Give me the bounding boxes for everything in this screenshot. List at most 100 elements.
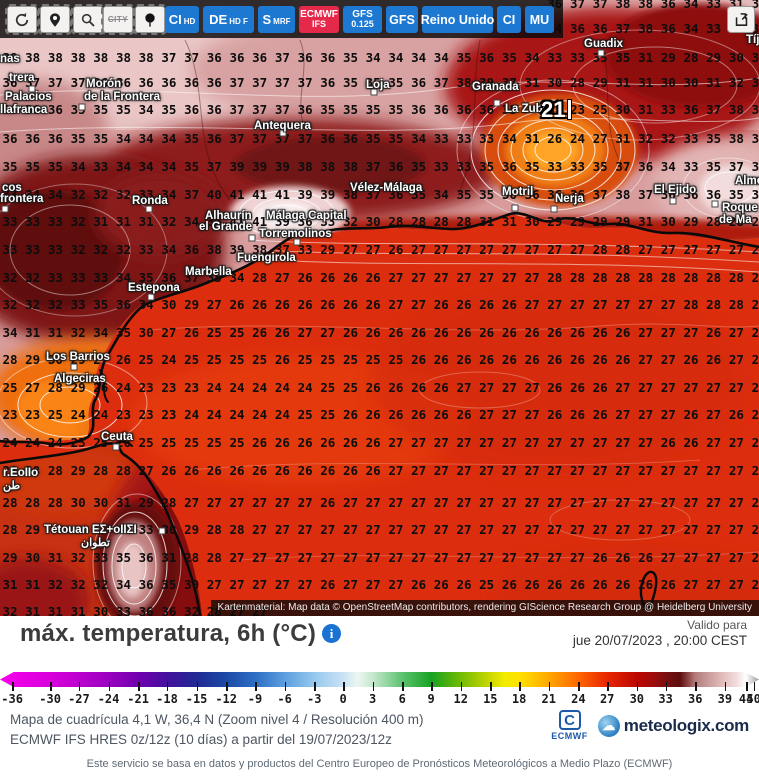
legend-tick-label: 0	[339, 692, 347, 706]
temp-value: 33	[751, 74, 759, 90]
temp-value: 27	[660, 521, 676, 537]
model-button-gfs[interactable]: GFS	[386, 6, 418, 33]
temp-value: 26	[115, 434, 132, 450]
temp-value: 26	[252, 434, 268, 450]
temp-value: 27	[638, 434, 654, 450]
city-toggle-label: CITY	[107, 15, 129, 24]
location-pin-button[interactable]	[38, 4, 72, 35]
temp-value: 27	[706, 379, 722, 395]
weather-map[interactable]: 36 37 37 38 38 36 34 33 31 30 34 36 36 37 38 36 34 33 32 31…	[0, 0, 759, 616]
temp-value: 35	[706, 130, 722, 146]
temp-value: 26	[547, 130, 563, 146]
temp-value: 25	[229, 351, 245, 367]
model-button-s-mrf[interactable]: S MRF	[258, 6, 295, 33]
temp-value: 24	[2, 434, 18, 450]
city-label: Roque	[722, 202, 758, 214]
temp-value: 25	[342, 351, 359, 367]
temp-value: 32	[25, 269, 41, 285]
temp-value: 28	[706, 269, 722, 285]
temp-value: 23	[161, 406, 177, 422]
temp-value: 35	[592, 158, 608, 174]
map-attribution[interactable]: Kartenmaterial: Map data © OpenStreetMap…	[210, 600, 759, 616]
zoom-search-button[interactable]	[71, 4, 105, 35]
city-label: Ronda	[132, 195, 168, 207]
temp-value: 24	[569, 130, 586, 146]
temp-value: 26	[706, 351, 722, 367]
city-marker	[147, 293, 155, 301]
temp-value: 27	[297, 549, 313, 565]
temp-value: 33	[547, 158, 563, 174]
temp-value: 36	[2, 74, 18, 90]
temp-value: 35	[706, 158, 722, 174]
temp-value: 25	[297, 351, 313, 367]
temp-value: 30	[93, 603, 109, 616]
city-label: Antequera	[254, 120, 311, 132]
temp-value: 31	[638, 101, 654, 117]
model-button-ci-hd[interactable]: CI HD	[165, 6, 199, 33]
temp-value: 28	[569, 74, 586, 90]
temp-value: 27	[320, 324, 336, 340]
temp-value: 27	[751, 406, 759, 422]
refresh-button[interactable]	[5, 4, 39, 35]
temp-value: 33	[297, 241, 313, 257]
point-marker-button[interactable]	[133, 4, 167, 35]
temp-value: 26	[411, 351, 427, 367]
temp-value: 27	[388, 296, 404, 312]
model-run-line: ECMWF IFS HRES 0z/12z (10 días) a partir…	[10, 732, 392, 747]
city-labels-toggle[interactable]: CITY	[101, 4, 135, 35]
temp-value: 26	[547, 324, 563, 340]
temp-value: 36	[138, 549, 154, 565]
share-button[interactable]	[727, 6, 755, 33]
temp-value: 37	[252, 101, 268, 117]
temp-value: 26	[297, 434, 313, 450]
temp-value: 27	[569, 434, 586, 450]
ecmwf-logo[interactable]: C ECMWF	[551, 710, 588, 741]
temp-value: 26	[365, 406, 381, 422]
temp-value: 26	[479, 296, 495, 312]
model-button-ci[interactable]: CI	[497, 6, 521, 33]
temp-value: 35	[342, 49, 359, 65]
temp-value: 35	[728, 186, 744, 202]
legend-tick-label: 27	[599, 692, 615, 706]
temp-value: 26	[479, 351, 495, 367]
temp-value: 27	[751, 521, 759, 537]
temp-value: 36	[138, 576, 154, 592]
temp-value: 37	[365, 186, 381, 202]
info-icon[interactable]: i	[322, 624, 341, 643]
temp-value: 27	[615, 494, 631, 510]
temp-value: 27	[615, 462, 631, 478]
temp-value: 36	[660, 0, 676, 11]
legend-tick-mark	[665, 682, 668, 691]
temp-value: 26	[184, 462, 200, 478]
temp-value: 27	[683, 576, 699, 592]
temp-value: 29	[25, 351, 41, 367]
temp-value: 28	[184, 549, 200, 565]
temp-value: 38	[138, 49, 154, 65]
temp-value: 31	[47, 549, 63, 565]
model-button-de-hd-f[interactable]: DE HD F	[203, 6, 254, 33]
temp-value: 26	[411, 324, 427, 340]
selected-point-value[interactable]: 21	[541, 99, 573, 121]
temp-value: 37	[70, 74, 86, 90]
city-marker	[70, 363, 78, 371]
temp-value: 33	[706, 20, 722, 36]
legend-tick-mark	[578, 682, 580, 691]
model-button-reino-unido[interactable]: Reino Unido	[421, 6, 494, 33]
temp-value: 26	[569, 379, 586, 395]
legend-tick-mark	[12, 682, 14, 691]
model-button-mu[interactable]: MU	[525, 6, 554, 33]
temp-value: 37	[229, 101, 245, 117]
model-button-gfs-0-125[interactable]: GFS 0.125	[343, 6, 382, 33]
temp-value: 36	[683, 101, 699, 117]
share-icon	[735, 13, 748, 26]
temp-value: 38	[70, 49, 86, 65]
temp-value: 37	[47, 74, 63, 90]
temp-value: 27	[274, 269, 290, 285]
temp-value: 31	[2, 576, 18, 592]
temp-value: 26	[479, 324, 495, 340]
model-button-ecmwf-ifs[interactable]: ECMWF IFS	[299, 6, 339, 33]
meteologix-logo[interactable]: ☁ meteologix.com	[597, 714, 749, 737]
temp-value: 28	[47, 379, 63, 395]
legend-tick-label: -6	[277, 692, 292, 706]
temp-value: 28	[47, 494, 63, 510]
